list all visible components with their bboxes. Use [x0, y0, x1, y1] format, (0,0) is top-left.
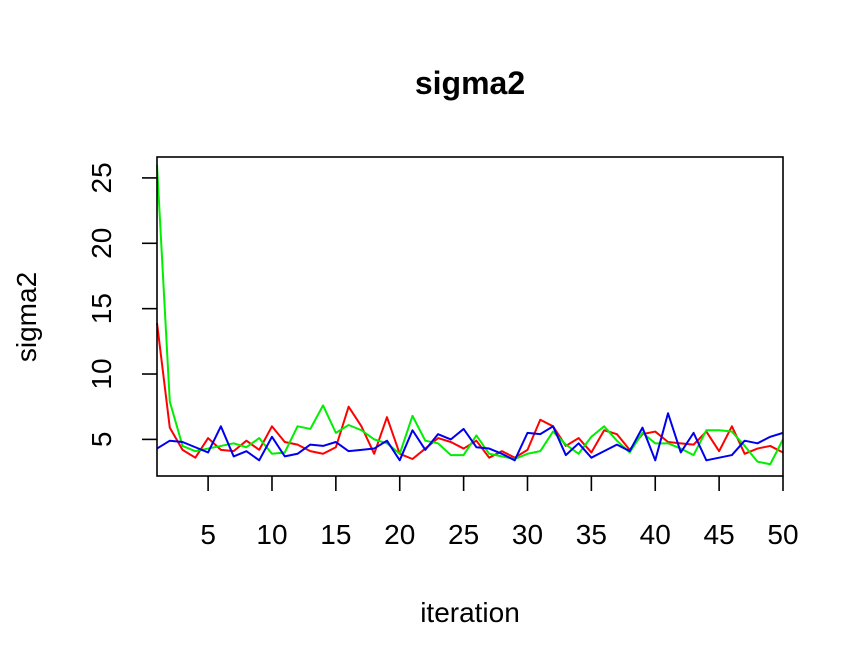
- series-line-2: [156, 164, 784, 466]
- y-tick-label: 5: [86, 432, 117, 448]
- x-tick-label: 30: [512, 519, 543, 550]
- x-tick-label: 45: [704, 519, 735, 550]
- y-tick-label: 20: [86, 228, 117, 259]
- x-tick-label: 15: [320, 519, 351, 550]
- y-axis-label: sigma2: [11, 272, 42, 362]
- series-layer: [156, 164, 784, 466]
- x-tick-label: 40: [640, 519, 671, 550]
- y-tick-label: 10: [86, 358, 117, 389]
- x-tick-label: 35: [576, 519, 607, 550]
- plot-frame: [156, 156, 784, 477]
- x-tick-label: 50: [767, 519, 798, 550]
- y-tick-label: 15: [86, 293, 117, 324]
- x-tick-label: 5: [200, 519, 216, 550]
- x-tick-label: 25: [448, 519, 479, 550]
- series-line-3: [156, 412, 784, 462]
- y-axis: 5 10 15 20 25: [86, 162, 157, 447]
- chart-title: sigma2: [415, 65, 525, 101]
- x-axis-label: iteration: [420, 597, 520, 628]
- x-tick-label: 20: [384, 519, 415, 550]
- y-tick-label: 25: [86, 162, 117, 193]
- x-axis: 5 10 15 20 25 30 35 40 45 50: [200, 476, 799, 550]
- x-tick-label: 10: [256, 519, 287, 550]
